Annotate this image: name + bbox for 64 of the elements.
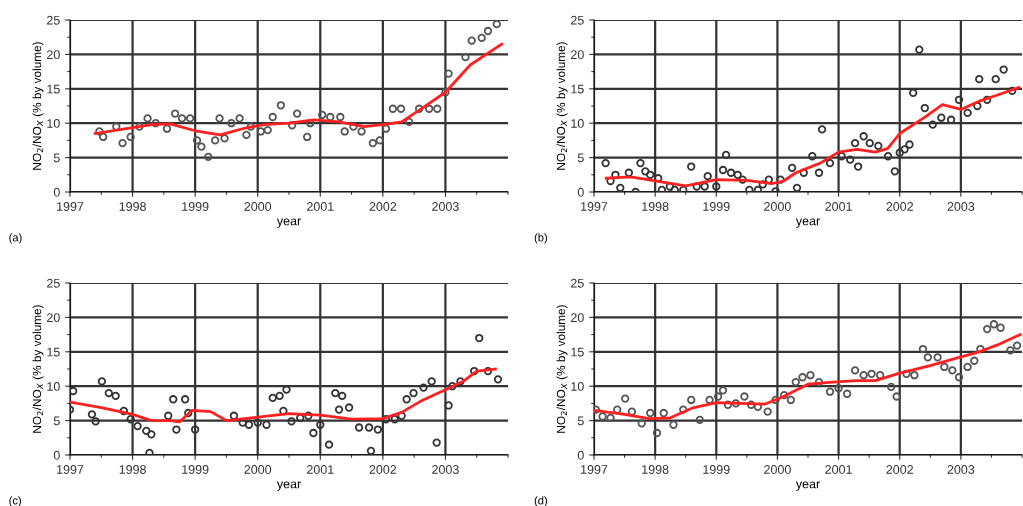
y-axis-title: NO$_{2}$/NO$_{X}$ (% by volume) <box>32 305 44 433</box>
y-tick-label: 10 <box>47 382 60 391</box>
y-tick-label: 20 <box>47 313 60 323</box>
y-tick-label: 15 <box>47 347 60 357</box>
y-axis-title: NO$_{2}$/NO$_{X}$ (% by volume) <box>556 305 568 433</box>
y-axis-title: NO$_{2}$/NO$_{X}$ (% by volume) <box>556 42 568 170</box>
y-tick-label: 5 <box>53 153 60 163</box>
x-tick-label: 1997 <box>57 465 84 474</box>
y-tick-label: 15 <box>571 347 584 357</box>
x-axis-title: year <box>795 481 820 491</box>
x-tick-label: 1998 <box>642 465 669 474</box>
text: (b) <box>534 233 547 244</box>
text: (c) <box>9 496 21 506</box>
x-tick-label: 2000 <box>764 465 791 474</box>
y-tick-label: 20 <box>571 50 584 60</box>
y-tick-label: 10 <box>47 119 60 128</box>
y-tick-label: 20 <box>571 313 584 323</box>
x-tick-label: 2002 <box>369 465 397 474</box>
x-tick-label: 2003 <box>947 202 975 211</box>
x-tick-label: 1997 <box>581 202 608 211</box>
x-tick-label: 1998 <box>119 465 146 474</box>
y-tick-label: 25 <box>47 15 60 25</box>
y-axis-title: NO$_{2}$/NO$_{X}$ (% by volume) <box>32 42 44 170</box>
y-tick-label: 0 <box>53 187 60 197</box>
y-tick-label: 5 <box>577 153 584 163</box>
y-tick-label: 5 <box>53 416 60 426</box>
x-axis-title: year <box>795 218 820 228</box>
x-tick-label: 2002 <box>886 202 913 211</box>
y-tick-label: 15 <box>47 84 60 94</box>
y-tick-label: 0 <box>53 450 60 460</box>
x-tick-label: 2000 <box>764 202 791 211</box>
text: (a) <box>9 233 22 244</box>
x-tick-label: 2001 <box>825 202 852 211</box>
x-tick-label: 1999 <box>703 202 730 211</box>
y-tick-label: 25 <box>47 278 60 288</box>
x-tick-label: 2000 <box>244 202 272 211</box>
text: (d) <box>534 496 547 506</box>
y-tick-label: 10 <box>571 382 584 391</box>
x-tick-label: 2003 <box>432 465 459 474</box>
x-tick-label: 2002 <box>886 465 913 474</box>
y-tick-label: 15 <box>571 84 584 94</box>
x-tick-label: 1999 <box>182 202 209 211</box>
x-tick-label: 2002 <box>369 202 397 211</box>
x-axis-title: year <box>276 481 301 491</box>
x-tick-label: 1997 <box>57 202 84 211</box>
x-tick-label: 1998 <box>642 202 669 211</box>
x-tick-label: 1999 <box>182 465 209 474</box>
x-tick-label: 2001 <box>825 465 852 474</box>
y-tick-label: 0 <box>577 450 584 460</box>
y-tick-label: 25 <box>571 15 584 25</box>
y-tick-label: 5 <box>577 416 584 426</box>
x-tick-label: 2003 <box>432 202 459 211</box>
x-tick-label: 2003 <box>947 465 975 474</box>
x-tick-label: 1998 <box>119 202 146 211</box>
x-tick-label: 2001 <box>307 202 334 211</box>
y-tick-label: 20 <box>47 50 60 60</box>
x-tick-label: 2000 <box>244 465 272 474</box>
x-tick-label: 1999 <box>703 465 730 474</box>
x-tick-label: 1997 <box>581 465 608 474</box>
y-tick-label: 10 <box>571 119 584 128</box>
y-tick-label: 0 <box>577 187 584 197</box>
x-axis-title: year <box>276 218 301 228</box>
x-tick-label: 2001 <box>307 465 334 474</box>
y-tick-label: 25 <box>571 278 584 288</box>
